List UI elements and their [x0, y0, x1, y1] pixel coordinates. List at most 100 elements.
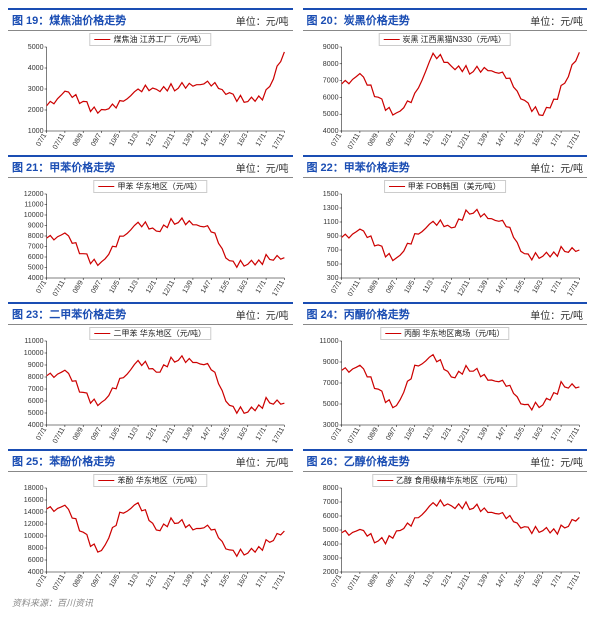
svg-text:17/11: 17/11: [566, 132, 581, 149]
svg-text:12/1: 12/1: [440, 573, 453, 588]
svg-text:16/3: 16/3: [237, 426, 250, 441]
svg-text:16000: 16000: [24, 497, 44, 504]
svg-text:11/3: 11/3: [422, 426, 435, 441]
chart-grid: 图 19：煤焦油价格走势单位：元/吨煤焦油 江苏工厂（元/吨）100020003…: [8, 8, 587, 590]
svg-text:15/5: 15/5: [513, 426, 526, 441]
svg-text:12/11: 12/11: [456, 573, 471, 590]
svg-text:17/1: 17/1: [549, 573, 562, 588]
chart-unit: 单位：元/吨: [530, 454, 583, 469]
svg-text:11000: 11000: [319, 338, 338, 345]
svg-text:12/11: 12/11: [162, 132, 177, 149]
svg-text:12000: 12000: [24, 521, 44, 528]
svg-text:6000: 6000: [322, 513, 338, 520]
svg-text:07/11: 07/11: [346, 132, 361, 149]
svg-text:6000: 6000: [28, 398, 44, 405]
svg-text:10/5: 10/5: [403, 426, 416, 441]
svg-text:12/1: 12/1: [145, 573, 158, 588]
svg-text:7000: 7000: [322, 78, 338, 85]
chart-legend: 二甲苯 华东地区（元/吨）: [90, 327, 211, 340]
svg-text:15/5: 15/5: [218, 279, 231, 294]
chart-title: 图 23：二甲苯价格走势: [12, 306, 126, 322]
chart-body: 煤焦油 江苏工厂（元/吨）1000200030004000500007/107/…: [8, 31, 293, 149]
svg-text:08/9: 08/9: [366, 279, 379, 294]
chart-legend: 甲苯 FOB韩国（美元/吨）: [384, 180, 506, 193]
chart-title: 图 22：甲苯价格走势: [307, 159, 410, 175]
svg-text:10/5: 10/5: [403, 573, 416, 588]
svg-text:12/11: 12/11: [162, 573, 177, 590]
svg-text:07/11: 07/11: [52, 573, 67, 590]
svg-text:11000: 11000: [24, 338, 43, 345]
svg-text:11/3: 11/3: [127, 132, 140, 147]
svg-text:11000: 11000: [24, 202, 43, 209]
chart-legend: 苯酚 华东地区（元/吨）: [94, 474, 207, 487]
chart-header: 图 19：煤焦油价格走势单位：元/吨: [8, 8, 293, 31]
svg-text:14/7: 14/7: [494, 573, 507, 588]
chart-body: 甲苯 华东地区（元/吨）4000500060007000800090001000…: [8, 178, 293, 296]
svg-text:09/7: 09/7: [90, 573, 103, 588]
svg-text:12/1: 12/1: [440, 279, 453, 294]
chart-legend: 煤焦油 江苏工厂（元/吨）: [90, 33, 211, 46]
svg-text:12/1: 12/1: [145, 426, 158, 441]
svg-text:17/1: 17/1: [255, 426, 268, 441]
chart-unit: 单位：元/吨: [236, 307, 289, 322]
svg-text:8000: 8000: [28, 374, 44, 381]
svg-text:17/11: 17/11: [271, 279, 286, 296]
svg-text:16/3: 16/3: [531, 426, 544, 441]
svg-text:5000: 5000: [28, 410, 44, 417]
svg-text:17/1: 17/1: [255, 279, 268, 294]
svg-text:09/7: 09/7: [385, 426, 398, 441]
svg-text:08/9: 08/9: [72, 573, 85, 588]
svg-text:07/11: 07/11: [52, 426, 67, 443]
svg-text:700: 700: [326, 247, 338, 254]
svg-text:09/7: 09/7: [385, 279, 398, 294]
svg-text:09/7: 09/7: [90, 132, 103, 147]
svg-text:10/5: 10/5: [108, 573, 121, 588]
svg-text:17/11: 17/11: [566, 426, 581, 443]
chart-header: 图 26：乙醇价格走势 单位：元/吨: [303, 449, 588, 472]
chart-title: 图 26：乙醇价格走势: [307, 453, 410, 469]
svg-text:14/7: 14/7: [200, 426, 213, 441]
svg-text:9000: 9000: [322, 44, 338, 51]
chart-panel: 图 20：炭黑价格走势单位：元/吨炭黑 江西黑猫N330（元/吨）4000500…: [303, 8, 588, 149]
chart-header: 图 22：甲苯价格走势单位：元/吨: [303, 155, 588, 178]
svg-text:13/9: 13/9: [476, 132, 489, 147]
svg-text:6000: 6000: [28, 557, 44, 564]
svg-text:12/11: 12/11: [456, 426, 471, 443]
svg-text:9000: 9000: [28, 362, 44, 369]
svg-text:16/3: 16/3: [531, 279, 544, 294]
svg-text:7000: 7000: [322, 380, 338, 387]
svg-text:17/1: 17/1: [255, 132, 268, 147]
chart-legend: 甲苯 华东地区（元/吨）: [94, 180, 207, 193]
svg-text:900: 900: [326, 233, 338, 240]
svg-text:10/5: 10/5: [403, 132, 416, 147]
svg-text:11/3: 11/3: [422, 132, 435, 147]
svg-text:16/3: 16/3: [531, 132, 544, 147]
svg-text:1100: 1100: [323, 219, 338, 226]
svg-text:5000: 5000: [28, 44, 44, 51]
svg-text:6000: 6000: [28, 254, 44, 261]
chart-panel: 图 23：二甲苯价格走势单位：元/吨二甲苯 华东地区（元/吨）400050006…: [8, 302, 293, 443]
svg-text:9000: 9000: [28, 223, 44, 230]
svg-text:17/1: 17/1: [549, 279, 562, 294]
chart-header: 图 23：二甲苯价格走势 单位：元/吨: [8, 302, 293, 325]
svg-text:6000: 6000: [322, 94, 338, 101]
chart-title: 图 21：甲苯价格走势: [12, 159, 115, 175]
svg-text:7000: 7000: [28, 244, 44, 251]
chart-body: 丙酮 华东地区离场（元/吨）30005000700090001100007/10…: [303, 325, 588, 443]
svg-text:17/11: 17/11: [271, 426, 286, 443]
svg-text:11/3: 11/3: [422, 279, 435, 294]
svg-text:9000: 9000: [322, 359, 338, 366]
svg-text:13/9: 13/9: [182, 573, 195, 588]
svg-text:15/5: 15/5: [218, 132, 231, 147]
svg-text:07/11: 07/11: [346, 279, 361, 296]
svg-text:12/11: 12/11: [162, 279, 177, 296]
svg-text:12/1: 12/1: [440, 426, 453, 441]
svg-text:13/9: 13/9: [182, 279, 195, 294]
svg-text:08/9: 08/9: [72, 426, 85, 441]
svg-text:15/5: 15/5: [513, 573, 526, 588]
chart-body: 乙醇 食用级精华东地区（元/吨）200030004000500060007000…: [303, 472, 588, 590]
svg-text:14000: 14000: [24, 509, 44, 516]
svg-text:500: 500: [326, 261, 338, 268]
svg-text:10000: 10000: [24, 350, 44, 357]
svg-text:4000: 4000: [322, 541, 338, 548]
